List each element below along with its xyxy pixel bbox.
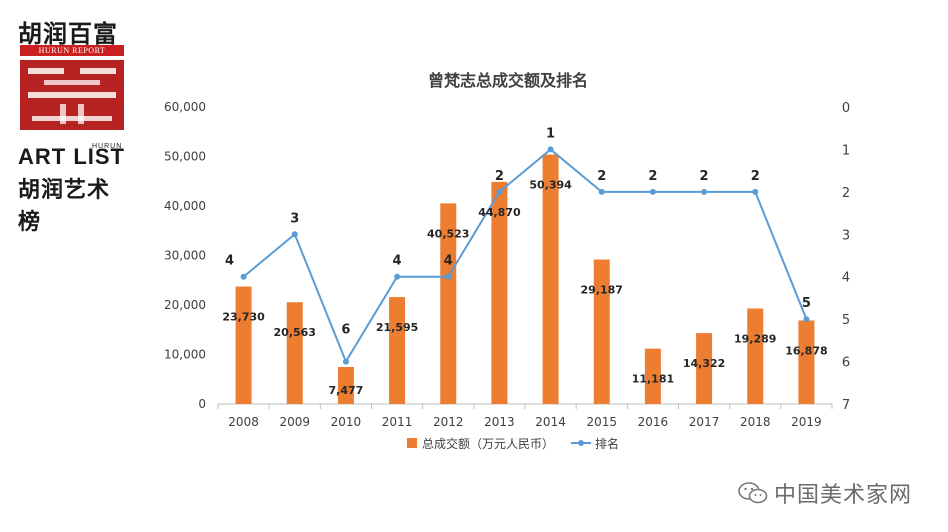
y-left-tick-label: 30,000 (164, 249, 206, 263)
rank-value-label: 4 (444, 254, 453, 269)
y-left-tick-label: 50,000 (164, 150, 206, 164)
rank-value-label: 6 (341, 323, 350, 338)
bar-series (235, 154, 815, 404)
rank-point-2019 (803, 316, 810, 323)
rank-point-2009 (291, 231, 298, 238)
x-tick-label: 2013 (484, 415, 515, 429)
x-tick-label: 2016 (638, 415, 669, 429)
rank-point-2013 (496, 188, 503, 195)
bar-value-label: 23,730 (222, 311, 265, 324)
y-left-tick-label: 60,000 (164, 100, 206, 114)
x-tick-label: 2008 (228, 415, 259, 429)
bar-2019 (798, 320, 815, 404)
bar-2016 (644, 348, 661, 404)
bar-2013 (491, 181, 508, 404)
rank-value-label: 2 (648, 169, 657, 184)
rank-point-2016 (649, 188, 656, 195)
bar-value-label: 19,289 (734, 333, 776, 346)
logo-art-block-pattern (20, 60, 124, 130)
rank-value-label: 4 (393, 254, 402, 269)
y-right-tick-label: 5 (842, 313, 850, 328)
x-tick-label: 2014 (535, 415, 566, 429)
rank-point-2010 (342, 358, 349, 365)
y-right-tick-label: 0 (842, 101, 850, 116)
rank-point-2017 (701, 188, 708, 195)
bar-2014 (542, 154, 559, 404)
rank-point-2011 (394, 273, 401, 280)
bar-value-label: 44,870 (478, 206, 521, 219)
rank-value-label: 3 (290, 211, 299, 226)
rank-point-2012 (445, 273, 452, 280)
rank-line (242, 148, 808, 364)
bar-2009 (286, 302, 303, 404)
rank-value-label: 2 (597, 169, 606, 184)
x-tick-label: 2011 (382, 415, 413, 429)
data-labels: 23,730 20,563 7,477 21,595 40,523 44,870 50,39… (222, 126, 827, 397)
y-right-tick-label: 7 (842, 398, 850, 413)
bar-value-label: 11,181 (632, 373, 674, 386)
logo-hurun-small-text: HURUN (92, 143, 123, 150)
bar-2010 (337, 366, 354, 404)
bar-value-label: 7,477 (329, 384, 364, 397)
rank-value-label: 2 (495, 169, 504, 184)
logo-hurun-cn-title: 胡润百富 (18, 19, 118, 48)
bar-value-label: 40,523 (427, 227, 469, 240)
hurun-art-list-logo: 胡润百富 HURUN REPORT ART LIST HURUN 胡润艺术榜 (16, 14, 130, 235)
bar-value-label: 21,595 (376, 321, 418, 334)
bar-2011 (389, 297, 406, 404)
y-left-tick-label: 10,000 (164, 348, 206, 362)
x-tick-label: 2019 (791, 415, 822, 429)
logo-art-list-text: ART LIST (18, 144, 125, 169)
bar-value-label: 29,187 (581, 284, 623, 297)
x-tick-label: 2012 (433, 415, 464, 429)
chart-axes: 2008 2009 2010 2011 2012 2013 2014 2015 2016 2017… (164, 100, 850, 429)
rank-point-2008 (240, 273, 247, 280)
x-tick-label: 2015 (586, 415, 617, 429)
rank-point-2015 (598, 188, 605, 195)
chart-legend: 总成交额（万元人民币） 排名 (407, 436, 619, 451)
y-right-tick-label: 1 (842, 143, 850, 158)
logo-hurun-art-list-cn: 胡润艺术榜 (18, 177, 111, 235)
rank-value-label: 4 (225, 254, 234, 269)
bar-value-label: 50,394 (529, 179, 572, 192)
logo-hurun-report-banner: HURUN REPORT (20, 45, 124, 56)
rank-line-series (240, 146, 810, 365)
rank-value-label: 5 (802, 296, 811, 311)
x-tick-label: 2009 (279, 415, 310, 429)
y-left-tick-label: 20,000 (164, 298, 206, 312)
legend-line-marker (578, 440, 584, 446)
bar-value-label: 16,878 (785, 344, 827, 357)
y-right-tick-label: 2 (842, 186, 850, 201)
bar-value-label: 14,322 (683, 357, 725, 370)
bar-2008 (235, 286, 252, 404)
logo-art-block-graphic (20, 60, 124, 130)
bar-2017 (696, 333, 713, 404)
rank-point-2018 (752, 188, 759, 195)
rank-value-label: 1 (546, 126, 555, 141)
watermark-text: 中国美术家网 (774, 483, 913, 508)
legend-bar-swatch (407, 438, 417, 448)
legend-line-label: 排名 (595, 436, 619, 451)
wechat-icon (738, 482, 768, 504)
y-right-tick-label: 4 (842, 271, 850, 286)
bar-value-label: 20,563 (274, 326, 316, 339)
bar-2012 (440, 203, 457, 404)
chart-title: 曾梵志总成交额及排名 (428, 71, 588, 90)
bar-2015 (593, 259, 610, 404)
watermark: 中国美术家网 (738, 478, 912, 508)
y-left-tick-label: 40,000 (164, 199, 206, 213)
legend-bar-label: 总成交额（万元人民币） (422, 436, 554, 451)
x-tick-label: 2018 (740, 415, 771, 429)
y-left-tick-label: 0 (198, 397, 206, 411)
rank-point-2014 (547, 146, 554, 153)
rank-value-label: 2 (700, 169, 709, 184)
x-tick-label: 2010 (331, 415, 362, 429)
bar-2018 (747, 308, 764, 404)
y-right-tick-label: 6 (842, 356, 850, 371)
y-right-tick-label: 3 (842, 228, 850, 243)
x-tick-label: 2017 (689, 415, 720, 429)
rank-value-label: 2 (751, 169, 760, 184)
